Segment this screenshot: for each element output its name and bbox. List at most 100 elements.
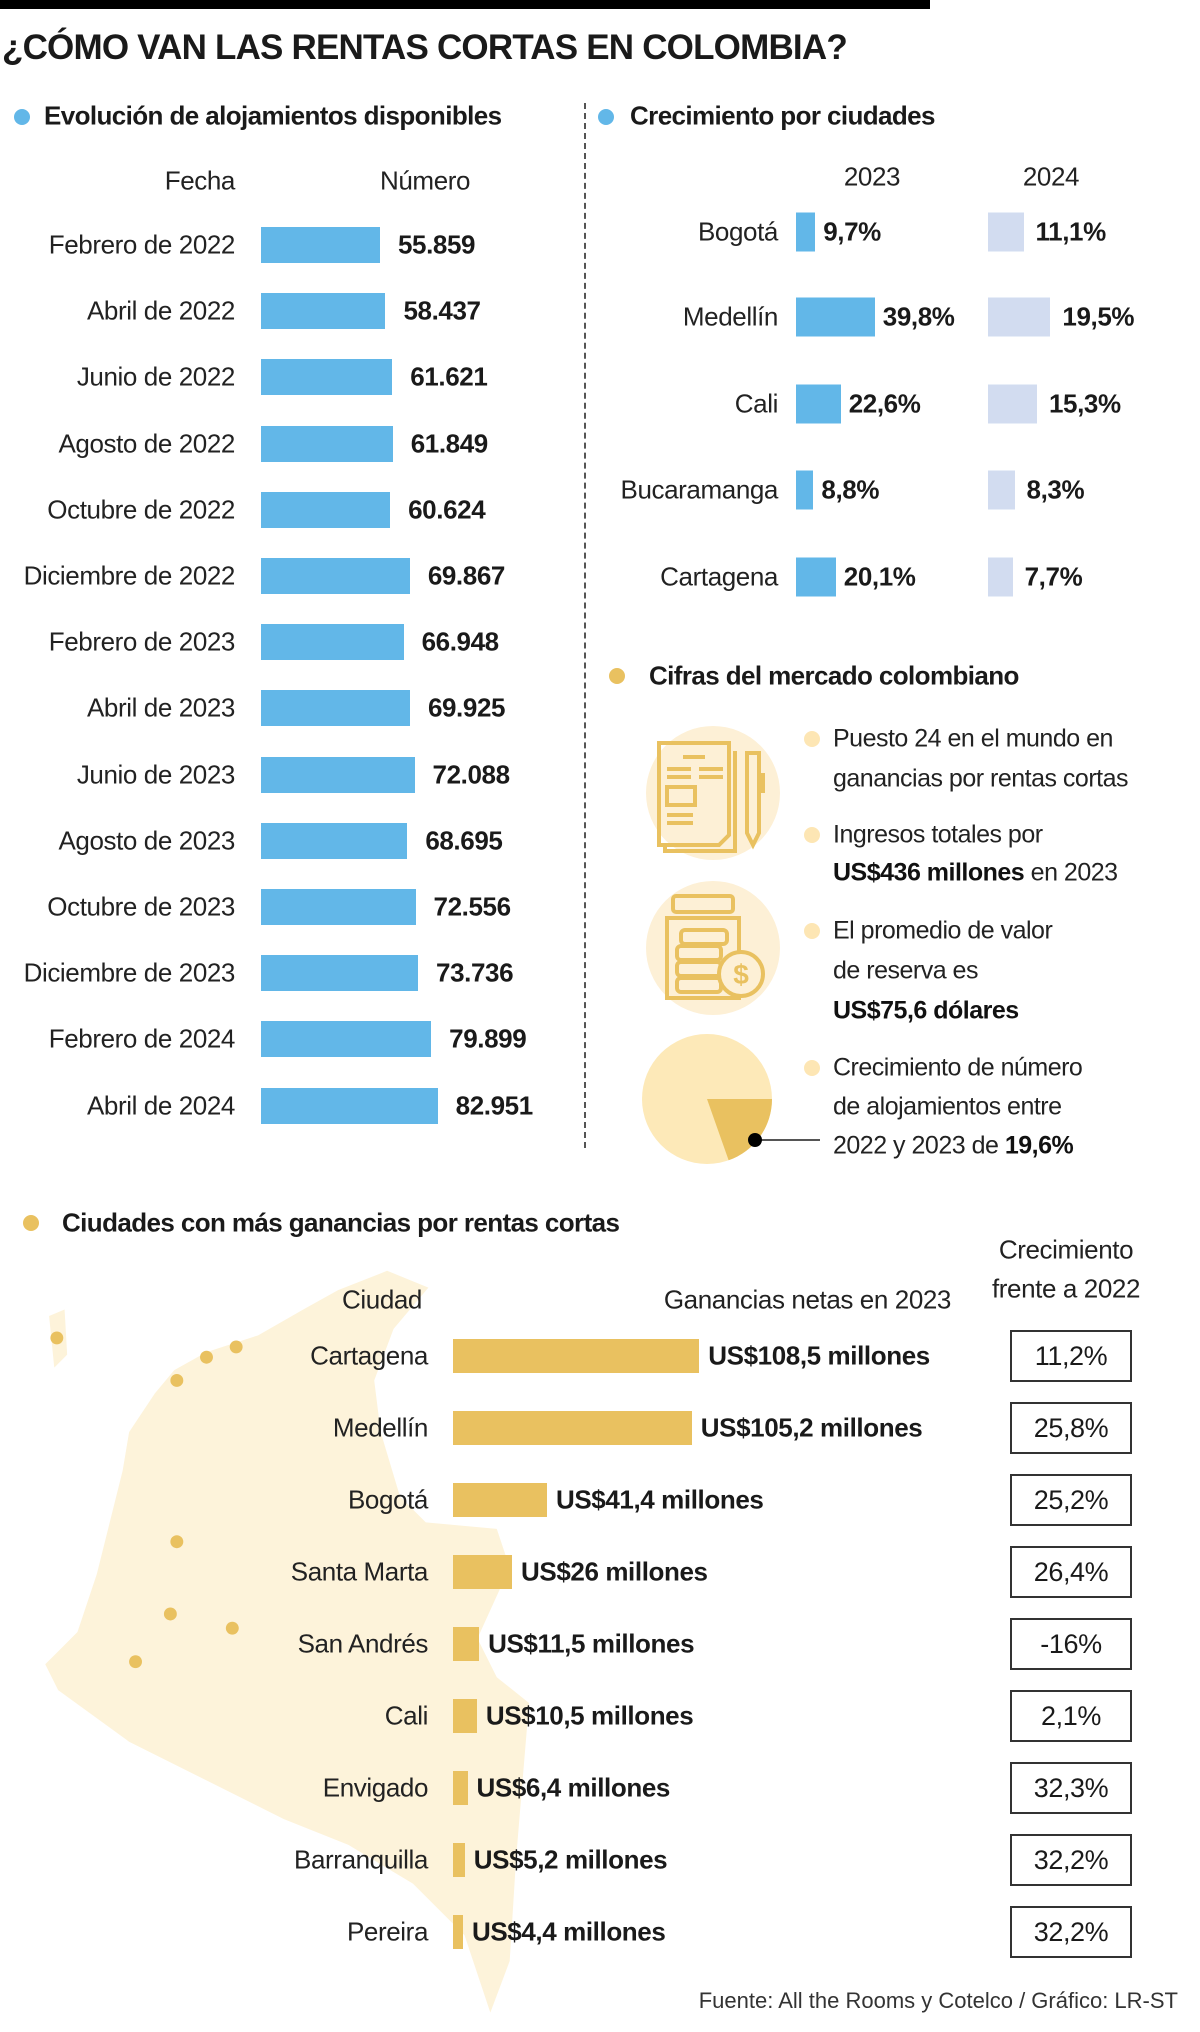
list-bullet-icon [804, 1060, 820, 1076]
row-date-label: Junio de 2022 [76, 361, 236, 392]
list-bullet-icon [804, 731, 820, 747]
map-city-dot [163, 1607, 177, 1621]
row-date-label: Diciembre de 2022 [23, 560, 236, 591]
city-label: Cali [734, 388, 779, 419]
bar-2023-value: 8,8% [821, 474, 880, 505]
row-date-label: Abril de 2024 [86, 1090, 235, 1121]
map-city-dot [200, 1350, 213, 1364]
row-date-label: Diciembre de 2023 [23, 957, 236, 988]
city-label: San Andrés [297, 1628, 429, 1659]
city-label: Cali [384, 1700, 429, 1731]
top-rule [0, 0, 930, 9]
city-label: Cartagena [660, 561, 778, 592]
pie-leader-dot [748, 1133, 762, 1147]
crecimiento-heading: Crecimiento por ciudades [630, 100, 936, 131]
bar-alojamientos [261, 227, 380, 263]
bar-value-label: 69.867 [427, 560, 506, 591]
bar-value-label: 72.088 [432, 759, 511, 790]
bar-alojamientos [261, 293, 386, 330]
col-header-fecha: Fecha [164, 165, 236, 196]
ciudades-heading: Ciudades con más ganancias por rentas co… [62, 1207, 620, 1238]
row-date-label: Abril de 2022 [86, 295, 235, 326]
city-label: Envigado [322, 1772, 429, 1803]
cifra-text: Crecimiento de número [833, 1053, 1083, 1082]
bar-alojamientos [261, 889, 416, 925]
section-bullet-icon [23, 1215, 39, 1231]
cifra-line: Crecimiento de número [833, 1053, 1083, 1083]
growth-box: 11,2% [1010, 1330, 1132, 1382]
section-bullet-icon [609, 668, 625, 684]
col-header-crecimiento-2: frente a 2022 [991, 1273, 1141, 1304]
bar-ganancias-value: US$4,4 millones [471, 1916, 666, 1947]
bar-2024 [988, 212, 1024, 252]
coin-jar-icon: $ [646, 881, 780, 1015]
bar-2024-value: 19,5% [1062, 301, 1135, 332]
bar-alojamientos [261, 955, 419, 992]
growth-box: 25,2% [1010, 1474, 1132, 1526]
evolucion-heading: Evolución de alojamientos disponibles [44, 100, 502, 131]
section-bullet-icon [598, 109, 614, 125]
bar-ganancias [453, 1699, 477, 1733]
cifra-line: Puesto 24 en el mundo en [833, 725, 1113, 754]
bar-2023-value: 9,7% [823, 216, 881, 247]
page-title: ¿CÓMO VAN LAS RENTAS CORTAS EN COLOMBIA? [2, 28, 848, 67]
cifra-text: El promedio de valor [833, 916, 1053, 945]
bar-value-label: 82.951 [455, 1090, 534, 1121]
bar-2024 [988, 384, 1037, 424]
cifra-text: de reserva es [833, 956, 978, 985]
col-header-numero: Número [380, 165, 471, 196]
row-date-label: Febrero de 2022 [48, 229, 236, 260]
bar-ganancias-value: US$105,2 millones [700, 1412, 923, 1443]
bar-alojamientos [261, 1021, 432, 1058]
city-label: Medellín [682, 301, 778, 332]
growth-box: -16% [1010, 1618, 1132, 1670]
bar-2024-value: 7,7% [1024, 561, 1083, 592]
bar-ganancias [453, 1915, 463, 1949]
bar-alojamientos [261, 756, 415, 793]
col-header-ganancias: Ganancias netas en 2023 [663, 1284, 952, 1315]
bar-2023-value: 39,8% [882, 301, 955, 332]
city-label: Bogotá [697, 216, 778, 247]
city-label: Barranquilla [294, 1844, 428, 1875]
bar-value-label: 69.925 [427, 692, 506, 723]
growth-box: 26,4% [1010, 1546, 1132, 1598]
growth-box: 25,8% [1010, 1402, 1132, 1454]
bar-value-label: 58.437 [403, 295, 481, 326]
cifra-text: de alojamientos entre [833, 1092, 1062, 1121]
bar-alojamientos [261, 624, 404, 661]
bar-ganancias [453, 1411, 692, 1445]
bar-2023 [796, 384, 841, 424]
bar-2023 [796, 212, 816, 252]
city-label: Bogotá [347, 1484, 428, 1515]
bar-2024 [988, 297, 1051, 337]
bar-alojamientos [261, 822, 408, 859]
map-city-dot [129, 1655, 142, 1669]
cifra-text: en 2023 [1024, 858, 1118, 887]
cifra-highlight: US$75,6 dólares [833, 996, 1019, 1025]
bar-ganancias-value: US$41,4 millones [555, 1484, 764, 1515]
city-label: Pereira [346, 1916, 428, 1947]
bar-ganancias-value: US$108,5 millones [708, 1340, 930, 1371]
list-bullet-icon [804, 923, 820, 939]
bar-ganancias [453, 1483, 547, 1517]
row-date-label: Agosto de 2022 [58, 428, 235, 459]
cifra-highlight: 19,6% [1004, 1131, 1074, 1160]
row-date-label: Abril de 2023 [86, 692, 235, 723]
city-label: Santa Marta [290, 1556, 429, 1587]
cifra-text: Puesto 24 en el mundo en [833, 724, 1113, 753]
bar-ganancias-value: US$26 millones [521, 1556, 708, 1587]
cifra-line: 2022 y 2023 de 19,6% [833, 1131, 1074, 1161]
pie-slice-share [707, 1099, 772, 1161]
list-bullet-icon [804, 827, 820, 843]
growth-box: 32,3% [1010, 1762, 1132, 1814]
col-header-ciudad: Ciudad [342, 1284, 422, 1315]
row-date-label: Octubre de 2022 [47, 494, 235, 525]
growth-box: 2,1% [1010, 1690, 1132, 1742]
bar-ganancias [453, 1555, 513, 1589]
map-city-dot [50, 1331, 64, 1345]
bar-ganancias-value: US$5,2 millones [473, 1844, 668, 1875]
cifra-line: US$75,6 dólares [833, 997, 1019, 1026]
section-divider [584, 103, 586, 1148]
